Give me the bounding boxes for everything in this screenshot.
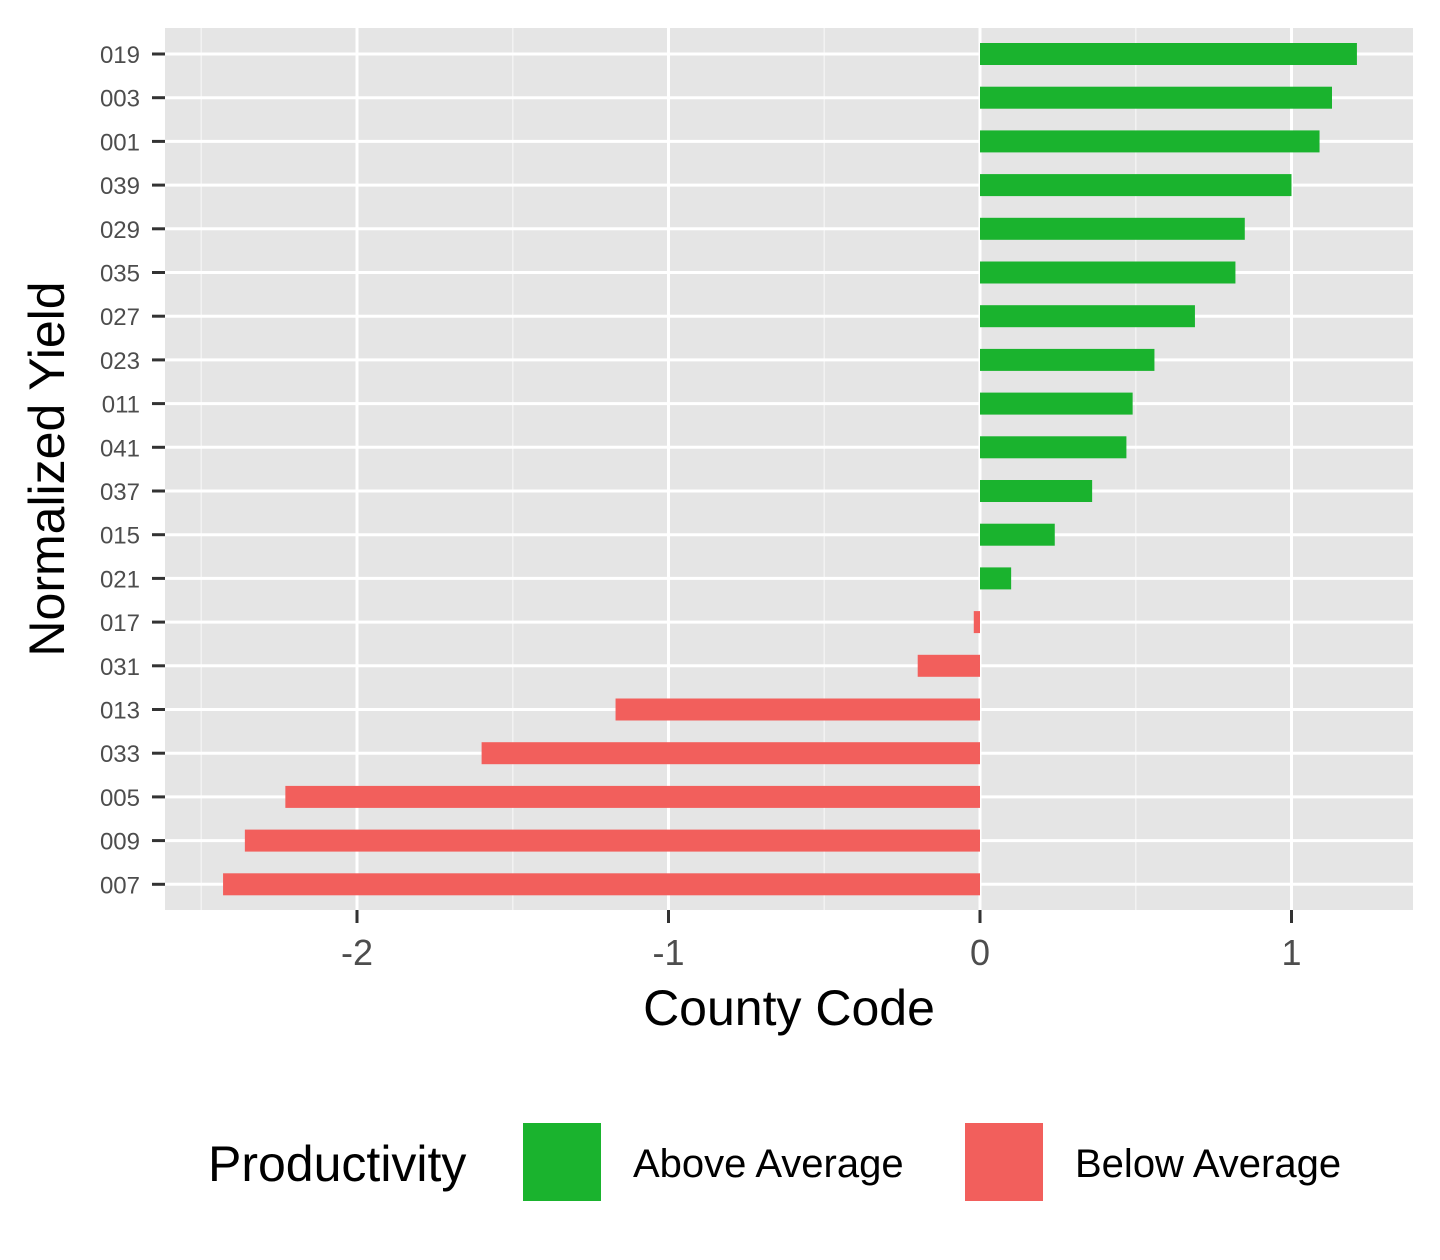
y-axis-title: Normalized Yield (19, 281, 75, 656)
bar-023 (980, 348, 1155, 371)
y-tick-label: 023 (100, 348, 140, 375)
plot-panel (165, 28, 1413, 910)
y-tick-label: 039 (100, 173, 140, 200)
y-tick-label: 029 (100, 217, 140, 244)
bar-019 (980, 43, 1357, 65)
legend-label-below-average: Below Average (1075, 1142, 1341, 1186)
bar-017 (973, 611, 980, 634)
bar-031 (917, 654, 980, 677)
y-axis: 019 003 001 039 029 035 027 023 011 041 037 015 021 0… (100, 42, 165, 899)
legend: Productivity Above Average Below Average (208, 1121, 1341, 1203)
y-tick-label: 007 (100, 872, 140, 899)
bar-007 (223, 873, 980, 896)
legend-swatch-above-average (521, 1121, 603, 1203)
bar-021 (980, 567, 1012, 590)
y-tick-label: 021 (100, 566, 140, 593)
bar-041 (980, 436, 1127, 459)
bar-011 (980, 392, 1133, 415)
y-tick-label: 013 (100, 698, 140, 725)
y-tick-label: 017 (100, 610, 140, 637)
bar-027 (980, 305, 1195, 328)
y-tick-label: 015 (100, 523, 140, 550)
y-tick-label: 041 (100, 435, 140, 462)
bars (223, 43, 1357, 896)
bar-013 (615, 698, 980, 721)
y-tick-label: 003 (100, 86, 140, 113)
y-tick-label: 005 (100, 785, 140, 812)
y-tick-label: 037 (100, 479, 140, 506)
y-tick-label: 011 (102, 392, 140, 419)
y-tick-label: 033 (100, 741, 140, 768)
bar-015 (980, 523, 1055, 546)
bar-005 (285, 785, 981, 808)
bar-039 (980, 174, 1292, 197)
y-tick-label: 001 (100, 129, 140, 156)
x-tick-label: 1 (1281, 932, 1301, 973)
bar-035 (980, 261, 1236, 284)
y-tick-label: 009 (100, 829, 140, 856)
y-tick-label: 035 (100, 261, 140, 288)
y-tick-label: 031 (100, 654, 140, 681)
x-tick-label: 0 (970, 932, 990, 973)
legend-label-above-average: Above Average (633, 1142, 904, 1186)
bar-029 (980, 217, 1245, 240)
x-axis: -2 -1 0 1 (341, 910, 1302, 973)
x-tick-label: -2 (341, 932, 373, 973)
bar-001 (980, 130, 1320, 153)
bar-037 (980, 480, 1093, 502)
y-tick-label: 027 (100, 304, 140, 331)
x-tick-label: -1 (652, 932, 684, 973)
legend-title: Productivity (208, 1136, 466, 1192)
bar-009 (244, 829, 981, 852)
bar-003 (980, 86, 1332, 109)
x-axis-title: County Code (643, 980, 935, 1036)
legend-swatch-below-average (963, 1121, 1045, 1203)
bar-033 (481, 742, 980, 765)
y-tick-label: 019 (100, 42, 140, 69)
